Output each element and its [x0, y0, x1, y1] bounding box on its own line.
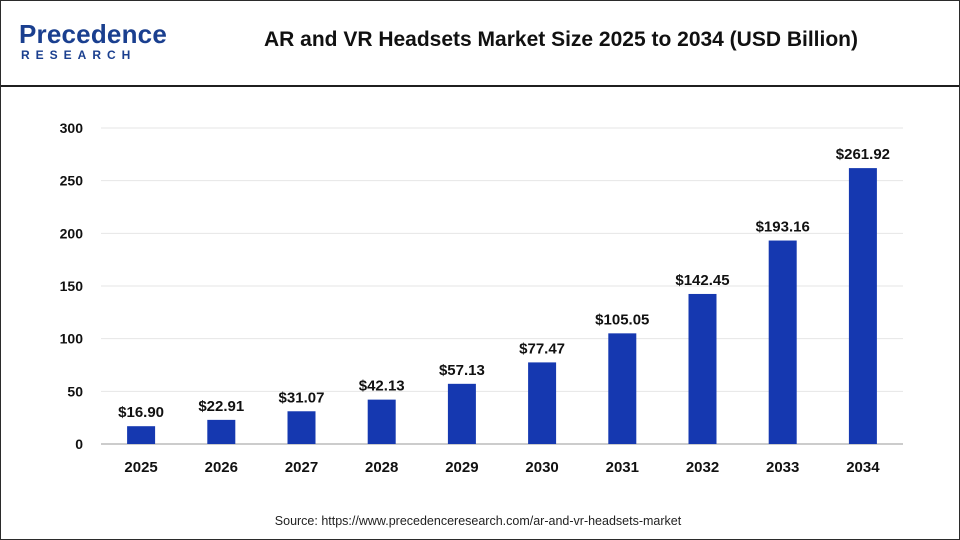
x-tick-label: 2026 [205, 459, 238, 476]
logo-subtitle: RESEARCH [21, 48, 137, 62]
bar [447, 383, 476, 444]
header-bar: Precedence RESEARCH AR and VR Headsets M… [1, 1, 959, 87]
bar-value-label: $193.16 [756, 219, 810, 236]
x-tick-label: 2033 [766, 459, 799, 476]
bar-chart: 0 50 100 150 200 250 300 $16.90 2025 $22.91 2026 $3… [60, 120, 903, 476]
y-tick-label: 200 [60, 225, 84, 241]
bar [848, 168, 877, 444]
x-tick-label: 2034 [846, 459, 880, 476]
bar [367, 399, 396, 444]
bar-value-label: $42.13 [359, 378, 405, 395]
logo-wordmark: Precedence [19, 19, 167, 49]
x-tick-label: 2027 [285, 459, 318, 476]
bar [207, 419, 236, 444]
chart-title: AR and VR Headsets Market Size 2025 to 2… [263, 28, 859, 51]
y-tick-label: 100 [60, 331, 84, 347]
bar-value-label: $105.05 [595, 311, 649, 328]
y-tick-label: 50 [67, 383, 83, 399]
y-tick-label: 0 [75, 436, 83, 452]
y-tick-label: 150 [60, 278, 84, 294]
bar-value-label: $16.90 [118, 404, 164, 421]
bar-value-label: $77.47 [519, 340, 565, 357]
bar [768, 240, 797, 444]
source-note: Source: https://www.precedenceresearch.c… [274, 514, 682, 528]
x-tick-label: 2031 [606, 459, 639, 476]
brand-logo: Precedence RESEARCH [19, 19, 167, 65]
x-tick-label: 2025 [124, 459, 157, 476]
bar-value-label: $261.92 [836, 146, 890, 163]
bar-value-label: $22.91 [198, 398, 244, 415]
bar [688, 293, 717, 444]
bar [528, 362, 557, 444]
bar-value-label: $31.07 [279, 389, 325, 406]
x-tick-label: 2032 [686, 459, 719, 476]
x-tick-label: 2028 [365, 459, 398, 476]
bar [287, 411, 316, 444]
bar-value-label: $57.13 [439, 362, 485, 379]
y-tick-label: 250 [60, 173, 84, 189]
bar-value-label: $142.45 [675, 272, 729, 289]
y-tick-label: 300 [60, 120, 84, 136]
x-tick-label: 2029 [445, 459, 478, 476]
x-tick-label: 2030 [525, 459, 558, 476]
bar [127, 426, 156, 444]
bar [608, 333, 637, 444]
